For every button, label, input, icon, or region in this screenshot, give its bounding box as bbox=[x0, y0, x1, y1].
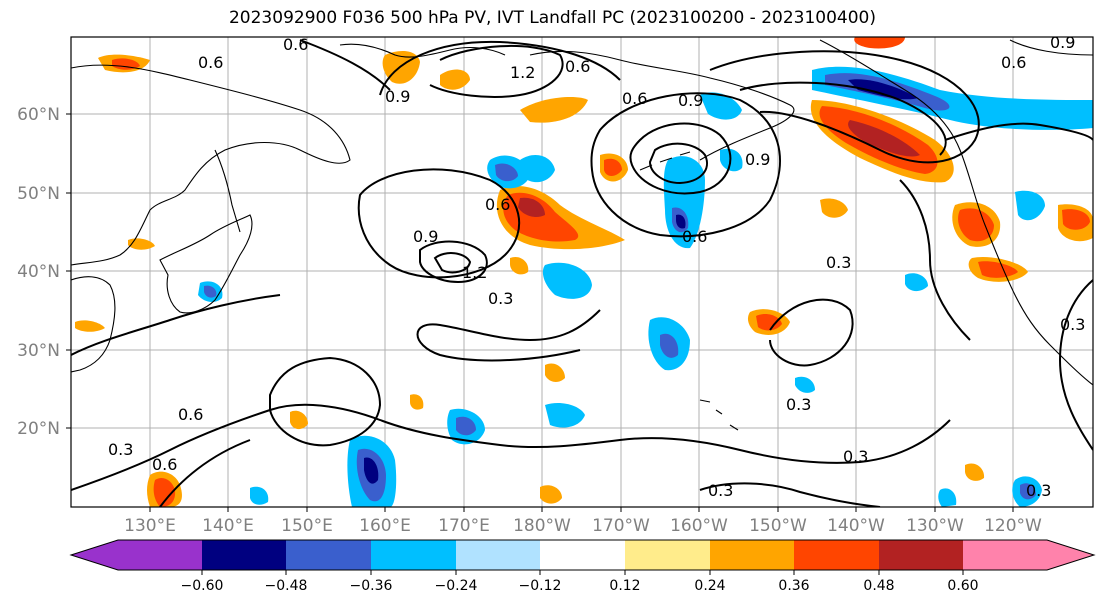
colorbar-tick-label: 0.60 bbox=[947, 578, 978, 594]
lat-tick-label: 20°N bbox=[17, 419, 60, 439]
contour-label: 0.6 bbox=[565, 57, 590, 76]
lat-tick-label: 60°N bbox=[17, 105, 60, 125]
tick-marks bbox=[66, 113, 1014, 512]
lon-tick-label: 170°E bbox=[438, 516, 490, 536]
plot-frame bbox=[70, 36, 1094, 508]
colorbar-swatch bbox=[710, 540, 794, 570]
contour-label: 0.3 bbox=[843, 447, 868, 466]
lat-tick-label: 30°N bbox=[17, 341, 60, 361]
ivt-shading bbox=[75, 37, 1093, 507]
colorbar-swatch bbox=[879, 540, 963, 570]
lat-tick-label: 40°N bbox=[17, 262, 60, 282]
lon-tick-label: 130°W bbox=[906, 516, 964, 536]
longitude-labels: 130°E 140°E 150°E 160°E 170°E 180°W 170°… bbox=[124, 516, 1042, 536]
contour-label: 0.3 bbox=[826, 253, 851, 272]
contour-labels: 0.6 0.6 0.6 0.9 0.9 1.2 0.6 0.9 0.6 0.6 … bbox=[108, 33, 1085, 500]
colorbar-arrow-max bbox=[1047, 540, 1094, 570]
contour-label: 0.3 bbox=[488, 289, 513, 308]
contour-label: 0.6 bbox=[485, 195, 510, 214]
lon-tick-label: 170°W bbox=[592, 516, 650, 536]
colorbar-swatch bbox=[456, 540, 540, 570]
colorbar-swatch bbox=[371, 540, 456, 570]
colorbar-swatch bbox=[625, 540, 710, 570]
colorbar-tick-label: 0.36 bbox=[778, 578, 809, 594]
lon-tick-label: 160°W bbox=[670, 516, 728, 536]
contour-label: 0.6 bbox=[283, 35, 308, 54]
colorbar-tick-label: 0.24 bbox=[694, 578, 725, 594]
colorbar-tick-label: −0.36 bbox=[350, 578, 393, 594]
colorbar-swatch bbox=[118, 540, 202, 570]
chart-title: 2023092900 F036 500 hPa PV, IVT Landfall… bbox=[228, 8, 876, 28]
pv-contours bbox=[71, 39, 1093, 507]
contour-label: 0.6 bbox=[622, 89, 647, 108]
contour-label: 0.3 bbox=[108, 440, 133, 459]
colorbar-tick-label: −0.60 bbox=[181, 578, 224, 594]
colorbar-swatch bbox=[794, 540, 879, 570]
lon-tick-label: 150°W bbox=[749, 516, 807, 536]
contour-label: 0.9 bbox=[678, 91, 703, 110]
lon-tick-label: 130°E bbox=[124, 516, 176, 536]
contour-label: 0.9 bbox=[385, 87, 410, 106]
lon-tick-label: 120°W bbox=[984, 516, 1042, 536]
plot-area: 0.6 0.6 0.6 0.9 0.9 1.2 0.6 0.9 0.6 0.6 … bbox=[70, 33, 1094, 508]
colorbar-swatch bbox=[963, 540, 1047, 570]
latitude-labels: 60°N 50°N 40°N 30°N 20°N bbox=[17, 105, 60, 439]
contour-label: 1.2 bbox=[462, 263, 487, 282]
lon-tick-label: 150°E bbox=[281, 516, 333, 536]
contour-label: 0.6 bbox=[178, 405, 203, 424]
colorbar-outline bbox=[69, 539, 1096, 571]
contour-label: 0.3 bbox=[786, 395, 811, 414]
coastlines bbox=[71, 39, 1093, 431]
contour-label: 0.6 bbox=[152, 455, 177, 474]
contour-label: 0.6 bbox=[682, 227, 707, 246]
contour-label: 0.3 bbox=[1026, 481, 1051, 500]
colorbar-tick-label: 0.48 bbox=[863, 578, 894, 594]
lon-tick-label: 140°E bbox=[202, 516, 254, 536]
contour-label: 0.3 bbox=[1060, 315, 1085, 334]
colorbar: −0.60 −0.48 −0.36 −0.24 −0.12 0.12 0.24 … bbox=[69, 539, 1096, 594]
contour-label: 1.2 bbox=[510, 63, 535, 82]
contour-label: 0.9 bbox=[413, 227, 438, 246]
contour-label: 0.9 bbox=[1050, 33, 1075, 52]
colorbar-tick-label: 0.12 bbox=[609, 578, 640, 594]
colorbar-ticks bbox=[201, 570, 964, 575]
colorbar-swatch bbox=[286, 540, 371, 570]
contour-label: 0.3 bbox=[708, 481, 733, 500]
contour-label: 0.9 bbox=[745, 150, 770, 169]
colorbar-arrow-min bbox=[71, 540, 118, 570]
lon-tick-label: 140°W bbox=[827, 516, 885, 536]
colorbar-swatch bbox=[540, 540, 625, 570]
contour-label: 0.6 bbox=[198, 53, 223, 72]
lon-tick-label: 180°W bbox=[513, 516, 571, 536]
colorbar-tick-label: −0.12 bbox=[519, 578, 562, 594]
colorbar-tick-label: −0.24 bbox=[435, 578, 478, 594]
colorbar-swatch bbox=[202, 540, 286, 570]
contour-label: 0.6 bbox=[1001, 53, 1026, 72]
lon-tick-label: 160°E bbox=[359, 516, 411, 536]
gridlines bbox=[71, 37, 1093, 507]
colorbar-tick-label: −0.48 bbox=[265, 578, 308, 594]
lat-tick-label: 50°N bbox=[17, 184, 60, 204]
